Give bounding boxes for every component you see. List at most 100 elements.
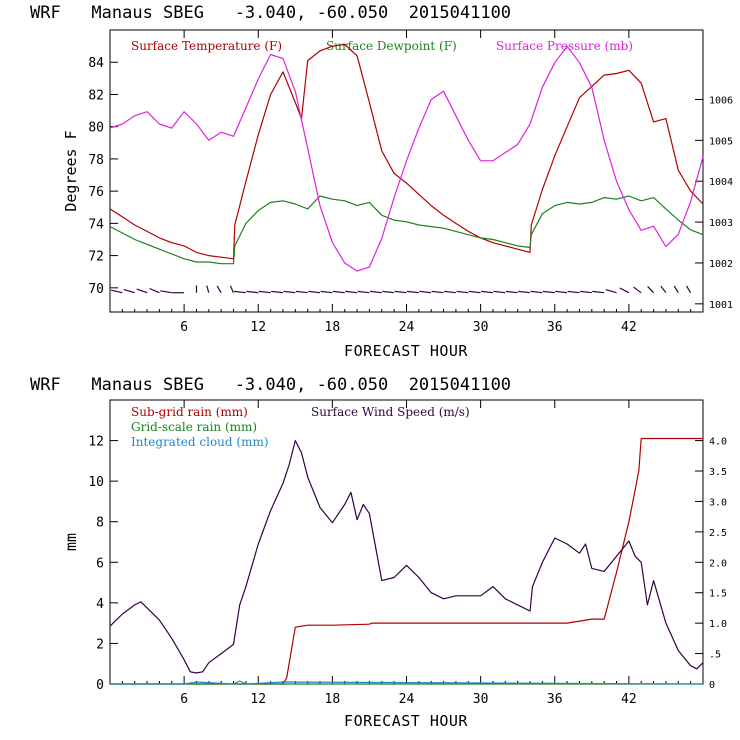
x-tick-label: 36 bbox=[547, 692, 563, 707]
y-tick-label: 10 bbox=[88, 475, 104, 490]
x-tick-label: 6 bbox=[180, 320, 188, 335]
wind-barb bbox=[246, 290, 259, 294]
wind-barb bbox=[136, 288, 148, 294]
wind-barb bbox=[468, 290, 481, 294]
top-panel-title: WRF Manaus SBEG -3.040, -60.050 20150411… bbox=[30, 3, 511, 23]
x-tick-label: 36 bbox=[547, 320, 563, 335]
series-line-surface-temperature-f bbox=[109, 43, 704, 260]
y-tick-label: 82 bbox=[88, 88, 104, 103]
x-tick-label: 12 bbox=[250, 320, 266, 335]
wind-barb bbox=[555, 290, 568, 294]
y2-tick-label: 1.5 bbox=[709, 589, 727, 600]
series-line-surface-dewpoint-f bbox=[109, 195, 704, 265]
top-x-ticks: 6 12 18 24 30 36 42 bbox=[121, 30, 692, 335]
series-line-surface-pressure-mb bbox=[109, 45, 704, 272]
series-line-sub-grid-rain-mm bbox=[110, 437, 703, 685]
wind-barb bbox=[320, 290, 333, 294]
wind-barb bbox=[332, 290, 345, 294]
top-panel: WRF Manaus SBEG -3.040, -60.050 20150411… bbox=[30, 3, 733, 360]
y2-tick-label: 1003 bbox=[709, 218, 733, 229]
wind-barb bbox=[345, 290, 358, 294]
legend-surface-wind-speed: Surface Wind Speed (m/s) bbox=[311, 405, 470, 419]
bottom-y-ticks: 0 2 4 6 8 10 12 bbox=[88, 435, 118, 693]
top-y-ticks: 70 72 74 76 78 80 82 84 bbox=[88, 56, 118, 297]
wind-barb bbox=[619, 287, 630, 294]
y2-tick-label: 1005 bbox=[709, 136, 733, 147]
y-tick-label: 78 bbox=[88, 153, 104, 168]
wind-barb bbox=[149, 287, 160, 294]
y-tick-label: 70 bbox=[88, 282, 104, 297]
legend-sub-grid-rain: Sub-grid rain (mm) bbox=[131, 405, 248, 419]
y-tick-label: 72 bbox=[88, 250, 104, 265]
wind-barb bbox=[592, 290, 605, 294]
wind-barb bbox=[481, 290, 494, 294]
wind-barb bbox=[444, 290, 456, 294]
wind-barb bbox=[283, 290, 296, 294]
series-line-surface-wind-speed-m-s bbox=[109, 440, 704, 674]
top-series bbox=[109, 43, 704, 272]
y2-tick-label: 3.5 bbox=[709, 467, 727, 478]
bottom-y2-ticks: 0 .5 1.0 1.5 2.0 2.5 3.0 3.5 4.0 bbox=[695, 437, 727, 691]
wind-barb bbox=[579, 290, 592, 294]
wind-barb bbox=[493, 290, 506, 294]
series-line-integrated-cloud-mm bbox=[110, 680, 704, 685]
bottom-y-axis-label: mm bbox=[62, 533, 80, 551]
legend-surface-temperature: Surface Temperature (F) bbox=[131, 39, 282, 53]
y2-tick-label: 1006 bbox=[709, 95, 733, 106]
y2-tick-label: 1001 bbox=[709, 300, 733, 311]
y2-tick-label: 2.0 bbox=[709, 558, 727, 569]
x-tick-label: 6 bbox=[180, 692, 188, 707]
x-tick-label: 18 bbox=[325, 692, 341, 707]
top-wind-barbs bbox=[110, 285, 692, 294]
wind-barb bbox=[518, 290, 531, 294]
x-tick-label: 30 bbox=[473, 692, 489, 707]
wind-barb bbox=[406, 290, 419, 294]
y2-tick-label: 1002 bbox=[709, 259, 733, 270]
bottom-x-axis-label: FORECAST HOUR bbox=[344, 712, 468, 730]
y2-tick-label: 4.0 bbox=[709, 437, 727, 448]
wind-barb bbox=[530, 290, 543, 294]
wind-barb bbox=[505, 290, 518, 294]
legend-surface-pressure: Surface Pressure (mb) bbox=[496, 39, 633, 53]
wind-barb bbox=[229, 285, 235, 293]
wind-barb bbox=[308, 290, 321, 294]
x-tick-label: 42 bbox=[621, 692, 637, 707]
wind-barb bbox=[660, 285, 667, 294]
y-tick-label: 84 bbox=[88, 56, 104, 71]
top-y2-ticks: 1001 1002 1003 1004 1005 1006 bbox=[695, 95, 733, 311]
wind-barb bbox=[369, 290, 382, 294]
bottom-panel: WRF Manaus SBEG -3.040, -60.050 20150411… bbox=[30, 375, 727, 730]
wind-barb bbox=[216, 285, 222, 294]
wind-barb bbox=[567, 290, 580, 294]
y-tick-label: 6 bbox=[96, 556, 104, 571]
y2-tick-label: 0 bbox=[709, 680, 715, 691]
y-tick-label: 4 bbox=[96, 597, 104, 612]
wind-barb bbox=[271, 290, 284, 294]
wind-barb bbox=[110, 289, 123, 294]
top-y-axis-label: Degrees F bbox=[62, 130, 80, 211]
wind-barb bbox=[234, 290, 246, 294]
y-tick-label: 74 bbox=[88, 217, 104, 232]
y2-tick-label: 2.5 bbox=[709, 528, 727, 539]
wind-barb bbox=[394, 290, 407, 294]
bottom-series bbox=[109, 437, 704, 685]
legend-grid-scale-rain: Grid-scale rain (mm) bbox=[131, 420, 257, 434]
wind-barb bbox=[633, 286, 642, 294]
wind-barb bbox=[160, 290, 172, 294]
x-tick-label: 18 bbox=[325, 320, 341, 335]
wind-barb bbox=[685, 285, 692, 294]
x-tick-label: 24 bbox=[399, 692, 415, 707]
wind-barb bbox=[357, 290, 370, 294]
y2-tick-label: 3.0 bbox=[709, 497, 727, 508]
wind-barb bbox=[382, 290, 395, 294]
bottom-panel-title: WRF Manaus SBEG -3.040, -60.050 20150411… bbox=[30, 375, 511, 395]
y2-tick-label: 1.0 bbox=[709, 619, 727, 630]
wind-barb bbox=[419, 290, 432, 294]
top-x-axis-label: FORECAST HOUR bbox=[344, 342, 468, 360]
y-tick-label: 76 bbox=[88, 185, 104, 200]
y-tick-label: 80 bbox=[88, 121, 104, 136]
wind-barb bbox=[295, 290, 308, 294]
x-tick-label: 24 bbox=[399, 320, 415, 335]
y-tick-label: 2 bbox=[96, 637, 104, 652]
